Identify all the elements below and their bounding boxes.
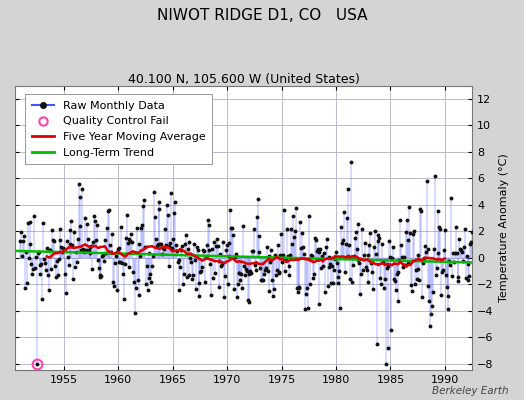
Text: Berkeley Earth: Berkeley Earth	[432, 386, 508, 396]
Y-axis label: Temperature Anomaly (°C): Temperature Anomaly (°C)	[499, 154, 509, 302]
Text: NIWOT RIDGE D1, CO   USA: NIWOT RIDGE D1, CO USA	[157, 8, 367, 23]
Title: 40.100 N, 105.600 W (United States): 40.100 N, 105.600 W (United States)	[128, 73, 359, 86]
Legend: Raw Monthly Data, Quality Control Fail, Five Year Moving Average, Long-Term Tren: Raw Monthly Data, Quality Control Fail, …	[25, 94, 212, 164]
